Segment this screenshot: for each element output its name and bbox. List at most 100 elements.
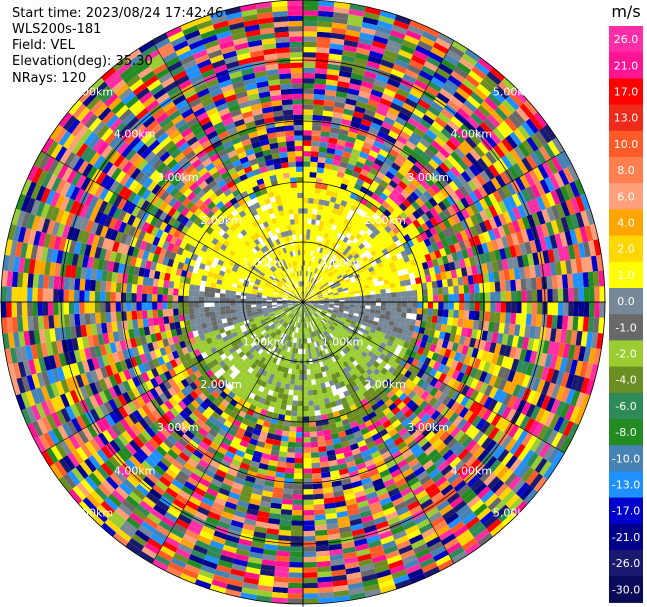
velocity-gate — [538, 127, 552, 144]
velocity-gate — [342, 325, 349, 331]
velocity-gate — [436, 500, 450, 512]
velocity-gate — [303, 354, 306, 360]
velocity-gate — [338, 291, 344, 295]
velocity-gate — [350, 250, 358, 257]
velocity-gate — [372, 84, 386, 93]
velocity-gate — [294, 458, 303, 464]
velocity-gate — [593, 317, 600, 333]
velocity-gate — [573, 287, 579, 302]
velocity-gate — [362, 232, 370, 240]
velocity-gate — [482, 408, 493, 422]
velocity-gate — [441, 255, 449, 265]
velocity-gate — [510, 279, 517, 292]
velocity-gate — [361, 351, 368, 358]
velocity-gate — [303, 380, 308, 386]
velocity-gate — [355, 52, 369, 61]
velocity-gate — [401, 126, 414, 137]
velocity-gate — [559, 231, 568, 247]
velocity-gate — [380, 375, 389, 383]
velocity-gate — [448, 286, 454, 295]
velocity-gate — [577, 272, 584, 288]
velocity-gate — [69, 314, 76, 327]
velocity-gate — [303, 598, 319, 604]
velocity-gate — [477, 486, 491, 500]
velocity-gate — [407, 266, 414, 274]
velocity-gate — [475, 173, 487, 186]
velocity-gate — [455, 268, 463, 278]
velocity-gate — [422, 295, 428, 302]
velocity-gate — [303, 249, 306, 256]
velocity-gate — [310, 283, 314, 289]
velocity-gate — [594, 286, 600, 302]
velocity-gate — [560, 436, 573, 453]
velocity-gate — [333, 237, 340, 244]
velocity-gate — [357, 268, 364, 274]
velocity-gate — [353, 165, 363, 174]
velocity-gate — [313, 300, 319, 302]
velocity-gate — [323, 221, 329, 228]
velocity-gate — [446, 423, 457, 435]
velocity-gate — [426, 350, 435, 360]
velocity-gate — [391, 254, 399, 262]
velocity-gate — [374, 330, 381, 336]
velocity-gate — [419, 35, 436, 47]
velocity-gate — [303, 104, 314, 110]
velocity-gate — [424, 483, 438, 495]
velocity-gate — [385, 306, 392, 312]
velocity-gate — [420, 372, 430, 382]
velocity-gate — [552, 247, 561, 263]
velocity-gate — [330, 267, 337, 273]
velocity-gate — [388, 402, 398, 412]
velocity-gate — [337, 289, 344, 293]
velocity-gate — [312, 306, 318, 310]
velocity-gate — [316, 47, 330, 54]
velocity-gate — [342, 113, 353, 121]
velocity-gate — [482, 361, 492, 373]
velocity-gate — [308, 260, 312, 267]
velocity-gate — [469, 256, 477, 267]
velocity-gate — [327, 233, 333, 241]
velocity-gate — [438, 221, 447, 232]
velocity-gate — [468, 520, 484, 534]
velocity-gate — [540, 366, 550, 381]
velocity-gate — [324, 249, 329, 256]
velocity-gate — [307, 304, 312, 309]
velocity-gate — [461, 248, 469, 259]
velocity-gate — [431, 280, 438, 289]
velocity-gate — [491, 260, 499, 272]
velocity-gate — [324, 94, 336, 102]
velocity-gate — [565, 329, 573, 345]
velocity-gate — [419, 474, 432, 486]
velocity-gate — [348, 369, 355, 377]
velocity-gate — [337, 80, 350, 89]
velocity-gate — [436, 256, 444, 266]
velocity-gate — [362, 390, 371, 399]
velocity-gate — [338, 309, 344, 313]
velocity-gate — [325, 276, 331, 282]
velocity-gate — [483, 384, 494, 397]
velocity-gate — [477, 449, 490, 463]
velocity-gate — [316, 555, 331, 562]
velocity-gate — [398, 257, 406, 265]
velocity-gate — [435, 323, 442, 332]
velocity-gate — [426, 281, 433, 289]
velocity-gate — [293, 473, 303, 479]
velocity-gate — [461, 155, 473, 168]
velocity-gate — [307, 271, 310, 277]
velocity-gate — [465, 216, 475, 228]
velocity-gate — [419, 400, 429, 410]
velocity-gate — [487, 229, 497, 241]
velocity-gate — [430, 76, 445, 88]
velocity-gate — [427, 288, 433, 296]
velocity-gate — [501, 355, 510, 368]
velocity-gate — [479, 253, 487, 265]
velocity-gate — [443, 54, 459, 67]
velocity-gate — [396, 153, 408, 163]
velocity-gate — [442, 395, 452, 407]
velocity-gate — [335, 326, 341, 332]
velocity-gate — [525, 313, 532, 326]
velocity-gate — [380, 327, 388, 334]
velocity-gate — [325, 211, 332, 218]
velocity-gate — [545, 397, 556, 413]
velocity-gate — [536, 210, 546, 225]
